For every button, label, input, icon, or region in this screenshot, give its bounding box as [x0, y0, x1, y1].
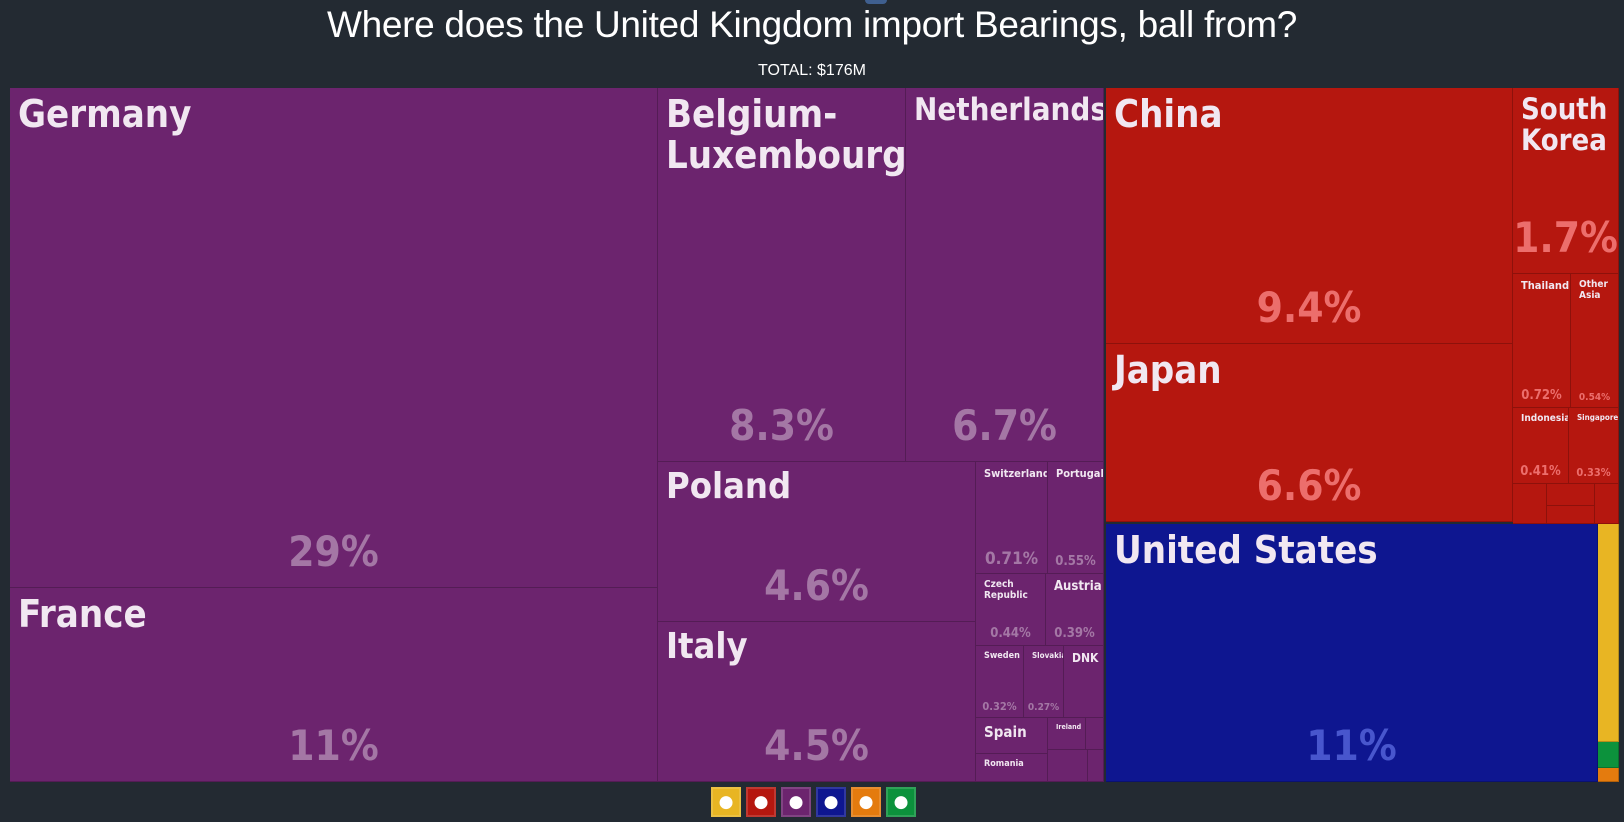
tile-value: 6.7%: [952, 401, 1057, 450]
tile-spain[interactable]: Spain: [976, 718, 1048, 754]
chart-title: Where does the United Kingdom import Bea…: [326, 4, 1298, 45]
region-legend: ● ● ● ● ● ●: [711, 787, 921, 817]
tile-value: 11%: [288, 721, 379, 770]
tile-value: 29%: [288, 527, 379, 576]
tile-dnk[interactable]: DNK: [1064, 646, 1104, 718]
tile-portugal[interactable]: Portugal 0.55%: [1048, 462, 1104, 574]
tile-label: Austria: [1054, 579, 1102, 594]
tile-value: 4.6%: [764, 561, 869, 610]
tile-small-asia-1[interactable]: [1513, 484, 1547, 524]
tile-value: 11%: [1306, 721, 1397, 770]
tile-label: United States: [1114, 528, 1378, 572]
asia-glyph: ●: [753, 792, 769, 812]
tile-small-asia-2[interactable]: [1547, 484, 1595, 506]
tile-value: 0.32%: [982, 700, 1017, 713]
tile-italy[interactable]: Italy 4.5%: [658, 622, 976, 782]
tile-other-asia[interactable]: Other Asia 0.54%: [1571, 274, 1619, 408]
tile-south-america[interactable]: [1598, 742, 1619, 768]
tile-label: Sweden: [984, 651, 1020, 661]
tile-value: 4.5%: [764, 721, 869, 770]
tile-japan[interactable]: Japan 6.6%: [1106, 344, 1513, 522]
tile-poland[interactable]: Poland 4.6%: [658, 462, 976, 622]
tile-value: 8.3%: [729, 401, 834, 450]
tile-oceania[interactable]: [1598, 768, 1619, 782]
tile-small-europe-1[interactable]: [1086, 718, 1104, 750]
tile-china[interactable]: China 9.4%: [1106, 88, 1513, 344]
tile-switzerland[interactable]: Switzerland 0.71%: [976, 462, 1048, 574]
africa-icon[interactable]: ●: [711, 787, 741, 817]
tile-sweden[interactable]: Sweden 0.32%: [976, 646, 1024, 718]
tile-value: 0.41%: [1520, 464, 1561, 479]
tile-netherlands[interactable]: Netherlands 6.7%: [906, 88, 1104, 462]
tile-belgium-luxembourg[interactable]: Belgium- Luxembourg 8.3%: [658, 88, 906, 462]
tile-value: 6.6%: [1256, 461, 1362, 510]
tile-value: 0.72%: [1521, 388, 1562, 403]
oceania-icon[interactable]: ●: [851, 787, 881, 817]
tile-label: Netherlands: [914, 92, 1104, 128]
south-america-icon[interactable]: ●: [886, 787, 916, 817]
tile-label: Germany: [18, 92, 192, 136]
tile-label: Poland: [666, 466, 792, 507]
tile-small-europe-3[interactable]: [1088, 750, 1104, 782]
top-handle[interactable]: [865, 0, 887, 4]
north-america-glyph: ●: [823, 792, 839, 812]
tile-value: 1.7%: [1513, 213, 1618, 262]
tile-label: Portugal: [1056, 467, 1104, 480]
tile-label: Italy: [666, 626, 748, 667]
tile-label: Other Asia: [1579, 279, 1608, 301]
tile-label: France: [18, 592, 147, 636]
tile-germany[interactable]: Germany 29%: [10, 88, 658, 588]
asia-icon[interactable]: ●: [746, 787, 776, 817]
tile-label: Thailand: [1521, 279, 1570, 292]
tile-small-asia-3[interactable]: [1547, 506, 1595, 524]
tile-slovakia[interactable]: Slovakia 0.27%: [1024, 646, 1064, 718]
europe-glyph: ●: [788, 792, 804, 812]
tile-label: Indonesia: [1521, 413, 1569, 424]
tile-austria[interactable]: Austria 0.39%: [1046, 574, 1104, 646]
tile-label: China: [1114, 92, 1223, 136]
tile-africa[interactable]: [1598, 524, 1619, 742]
tile-france[interactable]: France 11%: [10, 588, 658, 782]
tile-label: Czech Republic: [984, 579, 1028, 601]
tile-ireland[interactable]: Ireland: [1048, 718, 1086, 750]
tile-value: 0.71%: [984, 549, 1039, 569]
tile-thailand[interactable]: Thailand 0.72%: [1513, 274, 1571, 408]
tile-label: Spain: [984, 723, 1027, 741]
tile-label: Switzerland: [984, 467, 1048, 480]
tile-united-states[interactable]: United States 11%: [1106, 524, 1598, 782]
tile-label: Belgium- Luxembourg: [666, 92, 906, 178]
tile-value: 0.55%: [1055, 554, 1096, 569]
tile-label: South Korea: [1521, 92, 1608, 158]
tile-value: 0.54%: [1578, 392, 1611, 403]
south-america-glyph: ●: [893, 792, 909, 812]
tile-value: 0.39%: [1054, 626, 1095, 641]
tile-label: Japan: [1114, 348, 1222, 392]
tile-small-europe-2[interactable]: [1048, 750, 1088, 782]
tile-south-korea[interactable]: South Korea 1.7%: [1513, 88, 1619, 274]
tile-label: DNK: [1072, 651, 1099, 665]
africa-glyph: ●: [718, 792, 734, 812]
tile-singapore[interactable]: Singapore 0.33%: [1569, 408, 1619, 484]
tile-value: 0.27%: [1027, 702, 1060, 713]
tile-value: 0.44%: [990, 626, 1031, 641]
north-america-icon[interactable]: ●: [816, 787, 846, 817]
tile-label: Slovakia: [1032, 651, 1064, 660]
tile-label: Romania: [984, 759, 1024, 769]
total-label: TOTAL: $176M: [758, 62, 866, 79]
tile-label: Singapore: [1577, 413, 1619, 422]
tile-label: Ireland: [1056, 723, 1082, 731]
tile-value: 0.33%: [1576, 466, 1611, 479]
tile-value: 9.4%: [1256, 283, 1362, 332]
europe-icon[interactable]: ●: [781, 787, 811, 817]
tile-czech-republic[interactable]: Czech Republic 0.44%: [976, 574, 1046, 646]
tile-indonesia[interactable]: Indonesia 0.41%: [1513, 408, 1569, 484]
oceania-glyph: ●: [858, 792, 874, 812]
tile-romania[interactable]: Romania: [976, 754, 1048, 782]
tile-small-asia-4[interactable]: [1595, 484, 1619, 524]
